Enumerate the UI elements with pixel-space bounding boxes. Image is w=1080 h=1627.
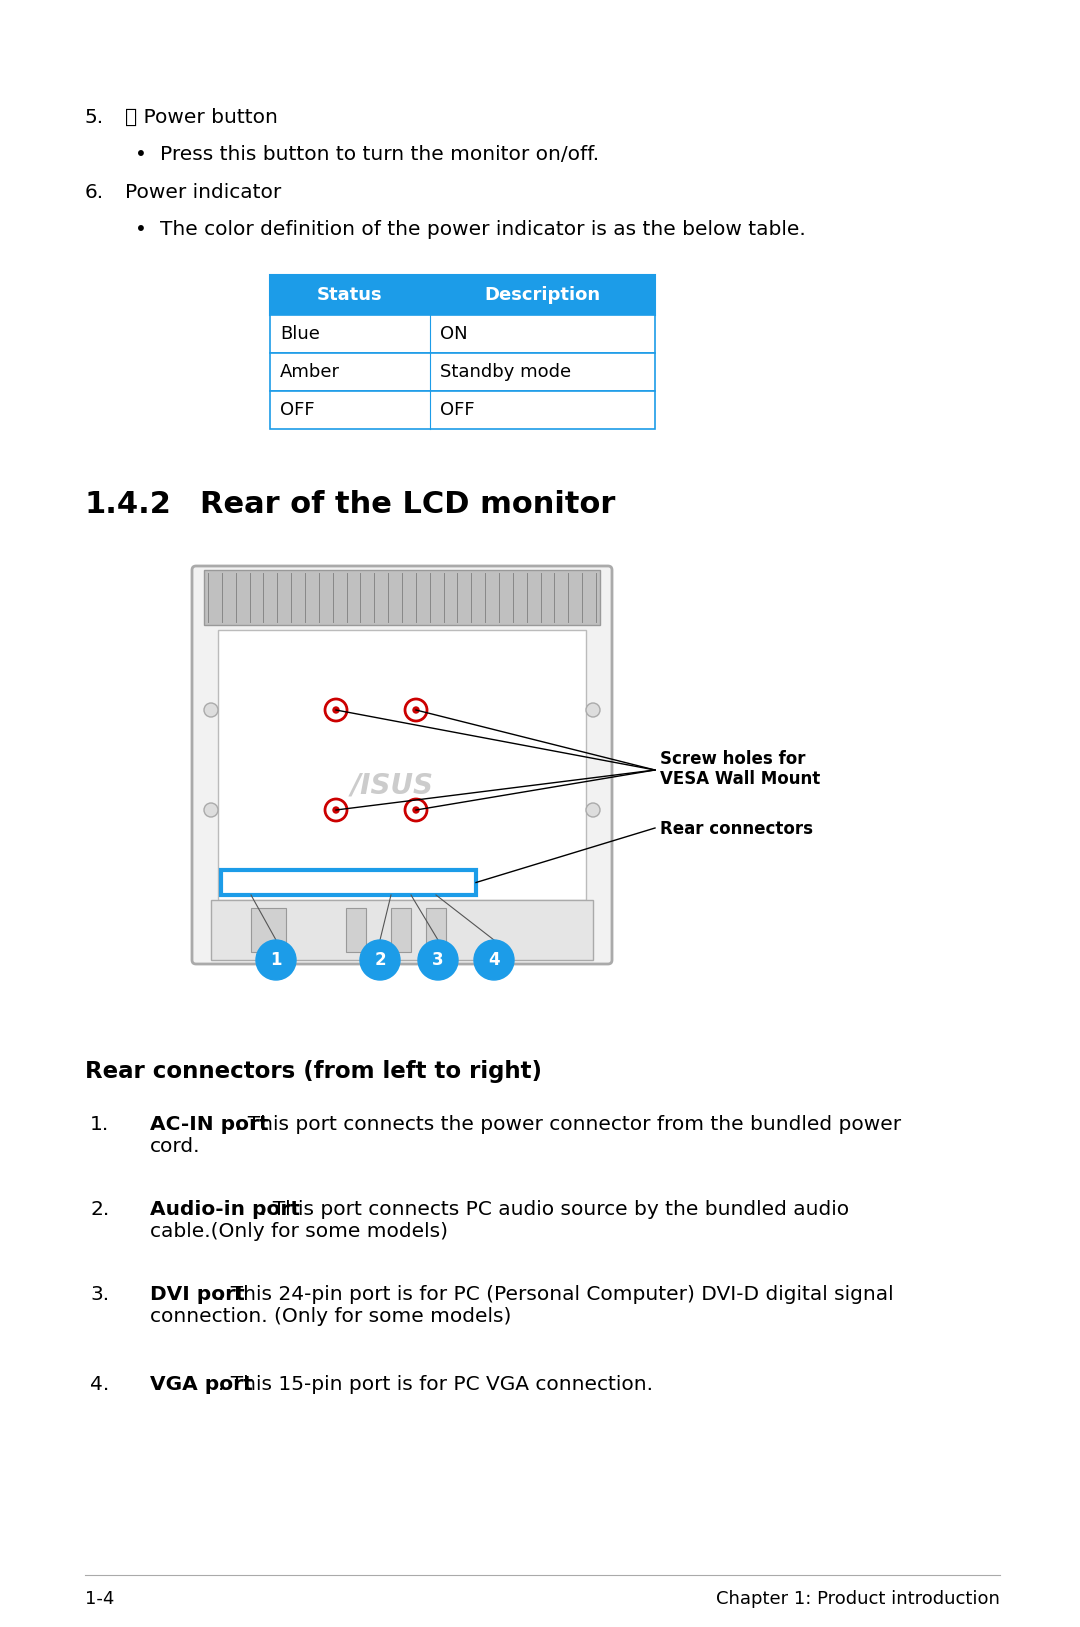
Text: 1-4: 1-4: [85, 1590, 114, 1607]
Text: . This 15-pin port is for PC VGA connection.: . This 15-pin port is for PC VGA connect…: [218, 1375, 653, 1394]
Text: 2.: 2.: [90, 1201, 109, 1219]
Bar: [391, 908, 411, 952]
Circle shape: [256, 940, 296, 979]
Text: Rear connectors: Rear connectors: [660, 820, 813, 838]
Text: Status: Status: [318, 286, 382, 304]
Text: DVI port: DVI port: [150, 1285, 245, 1303]
Text: ⏻ Power button: ⏻ Power button: [125, 107, 278, 127]
Text: 4.: 4.: [90, 1375, 109, 1394]
Text: The color definition of the power indicator is as the below table.: The color definition of the power indica…: [160, 220, 806, 239]
Text: 5.: 5.: [85, 107, 104, 127]
Text: Screw holes for: Screw holes for: [660, 750, 806, 768]
Bar: [211, 900, 593, 960]
Text: 1.4.2: 1.4.2: [85, 490, 172, 519]
Text: ON: ON: [440, 325, 468, 343]
Circle shape: [474, 940, 514, 979]
Circle shape: [204, 804, 218, 817]
Text: VESA Wall Mount: VESA Wall Mount: [660, 770, 820, 787]
Circle shape: [418, 940, 458, 979]
FancyBboxPatch shape: [192, 566, 612, 965]
Bar: [346, 908, 366, 952]
Text: 4: 4: [488, 952, 500, 970]
Circle shape: [333, 807, 339, 814]
Text: 2: 2: [374, 952, 386, 970]
Text: Power indicator: Power indicator: [125, 182, 281, 202]
Bar: [218, 630, 586, 900]
Bar: [270, 353, 654, 390]
Text: Standby mode: Standby mode: [440, 363, 571, 381]
Circle shape: [586, 804, 600, 817]
Text: VGA port: VGA port: [150, 1375, 253, 1394]
Text: •: •: [135, 220, 147, 239]
Text: cable.(Only for some models): cable.(Only for some models): [150, 1222, 448, 1241]
Bar: [270, 390, 654, 430]
Text: 3: 3: [432, 952, 444, 970]
Circle shape: [333, 708, 339, 713]
Circle shape: [586, 703, 600, 718]
Circle shape: [360, 940, 400, 979]
Text: 1.: 1.: [90, 1114, 109, 1134]
Text: AC-IN port: AC-IN port: [150, 1114, 269, 1134]
Bar: [204, 569, 600, 625]
Text: Blue: Blue: [280, 325, 320, 343]
Text: OFF: OFF: [440, 400, 474, 420]
Circle shape: [204, 703, 218, 718]
Text: OFF: OFF: [280, 400, 314, 420]
Text: Audio-in port: Audio-in port: [150, 1201, 300, 1219]
Text: . This port connects PC audio source by the bundled audio: . This port connects PC audio source by …: [260, 1201, 850, 1219]
Bar: [270, 316, 654, 353]
Text: /ISUS: /ISUS: [351, 771, 433, 799]
Text: Rear connectors (from left to right): Rear connectors (from left to right): [85, 1061, 542, 1084]
Bar: [221, 870, 476, 895]
Text: 1: 1: [270, 952, 282, 970]
Text: Press this button to turn the monitor on/off.: Press this button to turn the monitor on…: [160, 145, 599, 164]
Text: 3.: 3.: [90, 1285, 109, 1303]
Text: •: •: [135, 145, 147, 164]
Text: Rear of the LCD monitor: Rear of the LCD monitor: [200, 490, 616, 519]
Text: Chapter 1: Product introduction: Chapter 1: Product introduction: [716, 1590, 1000, 1607]
Text: cord.: cord.: [150, 1137, 201, 1157]
Text: . This 24-pin port is for PC (Personal Computer) DVI-D digital signal: . This 24-pin port is for PC (Personal C…: [218, 1285, 893, 1303]
Bar: [251, 908, 286, 952]
Circle shape: [413, 807, 419, 814]
Text: Description: Description: [485, 286, 600, 304]
Text: . This port connects the power connector from the bundled power: . This port connects the power connector…: [235, 1114, 901, 1134]
Bar: [270, 275, 654, 316]
Text: 6.: 6.: [85, 182, 104, 202]
Bar: [426, 908, 446, 952]
Text: Amber: Amber: [280, 363, 340, 381]
Text: connection. (Only for some models): connection. (Only for some models): [150, 1306, 511, 1326]
Circle shape: [413, 708, 419, 713]
